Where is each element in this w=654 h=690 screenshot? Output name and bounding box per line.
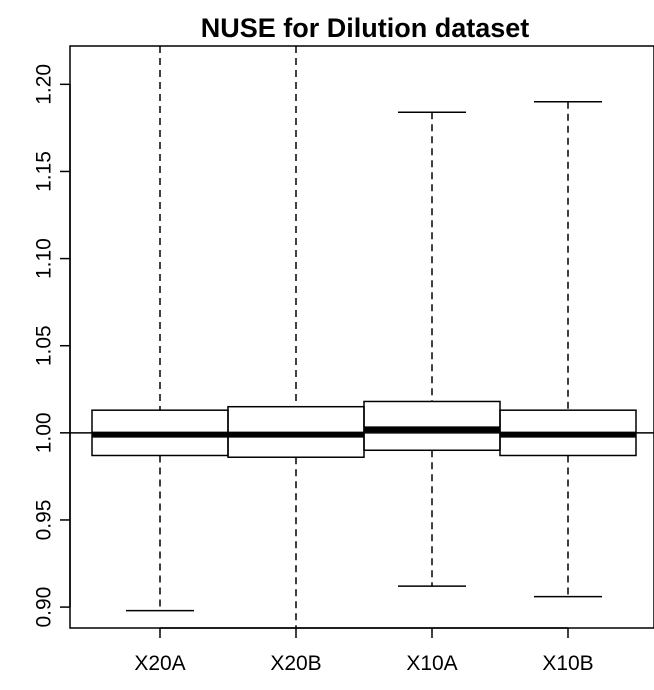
y-tick-label: 1.15 [33,151,56,192]
x-tick-label: X20B [270,652,321,675]
x-tick-label: X10B [542,652,593,675]
x-tick-label: X20A [134,652,185,675]
box-X20B [227,46,365,628]
box-X20A [91,46,229,612]
y-tick-label: 1.10 [33,238,56,279]
plot-frame [69,45,654,629]
y-tick-label: 0.95 [33,500,56,541]
chart-title: NUSE for Dilution dataset [201,13,530,43]
box-X10B [499,101,637,598]
box-body [363,400,501,452]
plot-area [69,45,654,629]
y-tick-label: 1.00 [33,412,56,453]
y-tick-label: 1.20 [33,64,56,105]
y-tick-label: 0.90 [33,587,56,628]
y-axis: 0.90 0.95 1.00 1.05 1.10 1.15 1.20 [33,64,71,628]
y-tick-label: 1.05 [33,325,56,366]
box-X10A [363,111,501,587]
x-tick-label: X10A [406,652,457,675]
x-axis: X20A X20B X10A X10B [134,627,594,675]
